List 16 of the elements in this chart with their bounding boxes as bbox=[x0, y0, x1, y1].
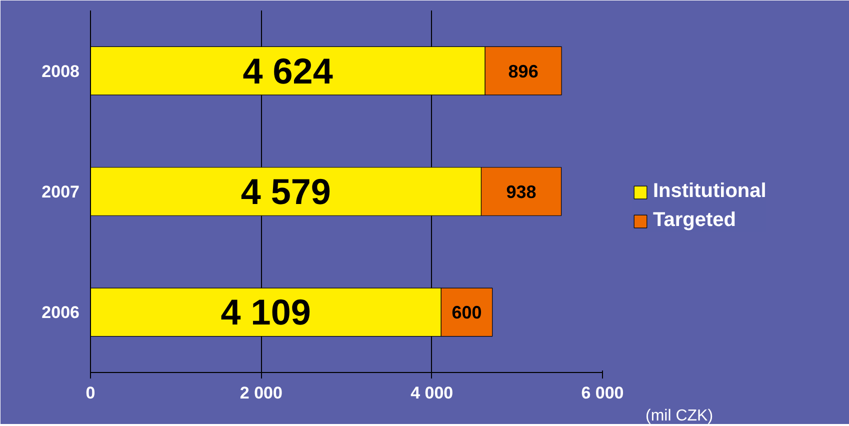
y-tick-label: 2007 bbox=[42, 182, 80, 202]
data-label: 4 109 bbox=[220, 292, 311, 333]
x-tick-label: 6 000 bbox=[581, 384, 624, 402]
y-tick-label: 2006 bbox=[42, 303, 80, 322]
x-axis-title: (mil CZK) bbox=[646, 408, 714, 424]
x-tick-label: 4 000 bbox=[410, 384, 454, 402]
data-label: 4 624 bbox=[242, 50, 333, 92]
x-tick-label: 2 000 bbox=[240, 384, 282, 402]
data-label: 4 579 bbox=[240, 171, 331, 212]
data-label: 938 bbox=[506, 182, 536, 202]
y-tick-label: 2008 bbox=[42, 62, 80, 81]
data-label: 600 bbox=[452, 302, 482, 323]
legend-label: Targeted bbox=[653, 209, 736, 232]
x-tick-label: 0 bbox=[86, 384, 96, 402]
data-label: 896 bbox=[508, 61, 538, 82]
legend-label: Institutional bbox=[653, 180, 766, 203]
